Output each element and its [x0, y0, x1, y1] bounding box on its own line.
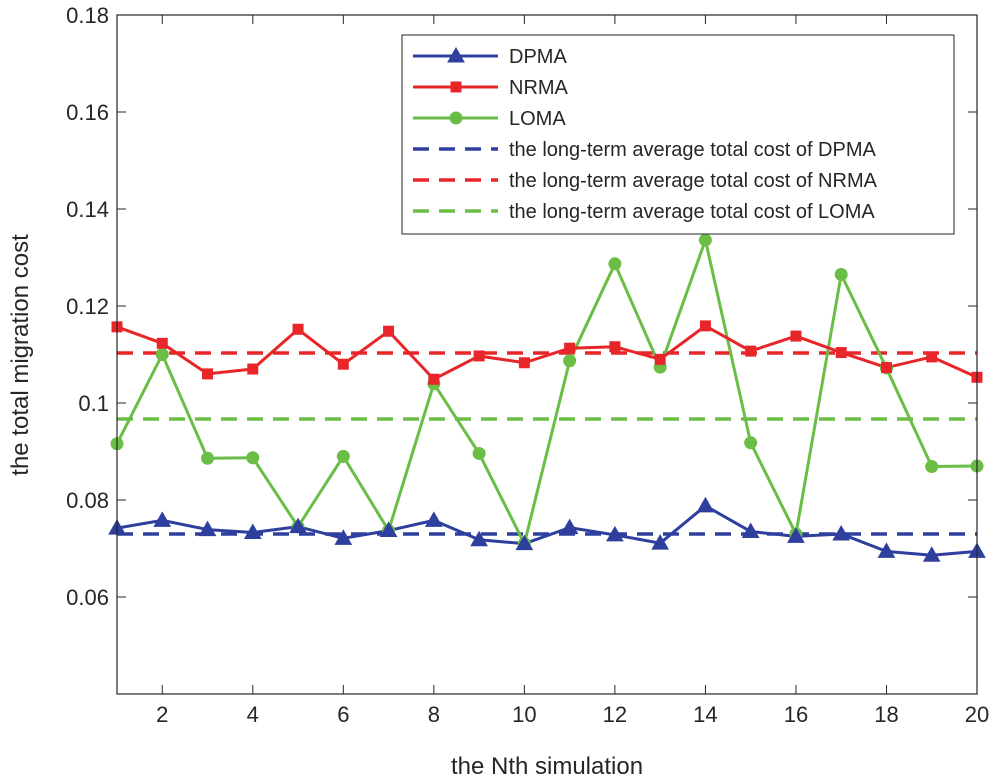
series-lines — [115, 238, 978, 557]
data-point-loma — [201, 451, 215, 465]
x-tick-label: 18 — [874, 702, 898, 727]
data-point-dpma — [832, 524, 851, 541]
series-line-dpma — [116, 504, 978, 557]
data-point-dpma — [787, 527, 805, 543]
x-tick-label: 6 — [337, 702, 349, 727]
data-point-dpma — [424, 511, 443, 527]
data-point-nrma — [247, 363, 259, 375]
legend-label-average-loma: the long-term average total cost of LOMA — [509, 201, 875, 223]
data-point-dpma — [515, 534, 534, 551]
y-tick-label: 0.06 — [66, 585, 109, 610]
data-point-loma — [925, 460, 939, 474]
data-point-nrma — [292, 323, 304, 335]
data-point-dpma — [560, 518, 579, 535]
data-point-loma — [698, 233, 712, 247]
data-point-dpma — [606, 525, 624, 542]
x-tick-label: 14 — [693, 702, 717, 727]
data-point-nrma — [745, 345, 757, 357]
legend: DPMA NRMA LOMA the long-term average total … — [401, 34, 955, 235]
data-point-loma — [563, 354, 577, 368]
data-point-nrma — [654, 353, 666, 365]
data-point-nrma — [156, 337, 168, 349]
data-point-dpma — [470, 530, 488, 547]
data-point-nrma — [880, 362, 892, 374]
x-axis-label: the Nth simulation — [451, 753, 643, 780]
data-point-nrma — [473, 350, 485, 362]
data-point-dpma — [289, 517, 307, 534]
y-tick-label: 0.12 — [66, 294, 109, 319]
data-point-nrma — [609, 341, 621, 353]
data-point-nrma — [428, 373, 440, 385]
data-point-nrma — [699, 320, 711, 332]
data-point-nrma — [835, 347, 847, 359]
x-tick-label: 16 — [784, 702, 808, 727]
data-point-dpma — [334, 529, 353, 545]
legend-box — [401, 34, 955, 235]
data-point-loma — [336, 449, 350, 463]
x-tick-label: 4 — [247, 702, 259, 727]
series-markers — [108, 233, 986, 562]
y-tick-label: 0.14 — [66, 197, 109, 222]
data-point-nrma — [518, 357, 530, 369]
y-tick-label: 0.08 — [66, 488, 109, 513]
y-tick-label: 0.16 — [66, 100, 109, 125]
data-point-nrma — [202, 368, 214, 380]
legend-label-loma: LOMA — [509, 108, 566, 130]
series-line-loma — [115, 238, 978, 546]
legend-marker-dpma — [447, 46, 465, 63]
y-tick-labels: 0.06 0.08 0.1 0.12 0.14 0.16 0.18 — [66, 3, 109, 610]
x-tick-label: 12 — [603, 702, 627, 727]
data-point-dpma — [922, 546, 941, 562]
x-tick-labels: 2 4 6 8 10 12 14 16 18 20 — [156, 702, 989, 727]
data-point-loma — [834, 267, 848, 281]
data-point-loma — [155, 348, 169, 361]
series-line-nrma — [116, 324, 978, 381]
data-point-dpma — [198, 520, 217, 537]
y-tick-label: 0.18 — [66, 3, 109, 28]
data-point-nrma — [926, 351, 938, 363]
data-point-nrma — [383, 325, 395, 337]
x-tick-label: 2 — [156, 702, 168, 727]
data-point-loma — [246, 451, 260, 465]
x-tick-label: 20 — [965, 702, 989, 727]
data-point-dpma — [696, 496, 715, 513]
plot-frame — [116, 14, 978, 695]
data-point-dpma — [877, 542, 896, 558]
y-axis-label: the total migration cost — [7, 234, 34, 476]
data-point-dpma — [651, 534, 670, 550]
data-point-dpma — [741, 522, 760, 539]
data-point-dpma — [243, 523, 262, 539]
legend-marker-nrma — [450, 81, 462, 93]
y-tick-label: 0.1 — [78, 391, 109, 416]
data-point-dpma — [153, 511, 172, 527]
legend-label-average-nrma: the long-term average total cost of NRMA — [509, 170, 878, 192]
data-point-dpma — [379, 521, 398, 538]
legend-label-dpma: DPMA — [509, 46, 567, 68]
legend-label-average-dpma: the long-term average total cost of DPMA — [509, 139, 876, 161]
x-tick-label: 8 — [428, 702, 440, 727]
legend-marker-loma — [449, 111, 463, 125]
data-point-loma — [744, 436, 758, 450]
data-point-loma — [608, 257, 622, 271]
x-tick-label: 10 — [512, 702, 536, 727]
data-point-nrma — [790, 330, 802, 342]
legend-label-nrma: NRMA — [509, 77, 569, 99]
data-point-nrma — [564, 342, 576, 354]
data-point-loma — [472, 446, 486, 460]
data-point-nrma — [337, 358, 349, 370]
